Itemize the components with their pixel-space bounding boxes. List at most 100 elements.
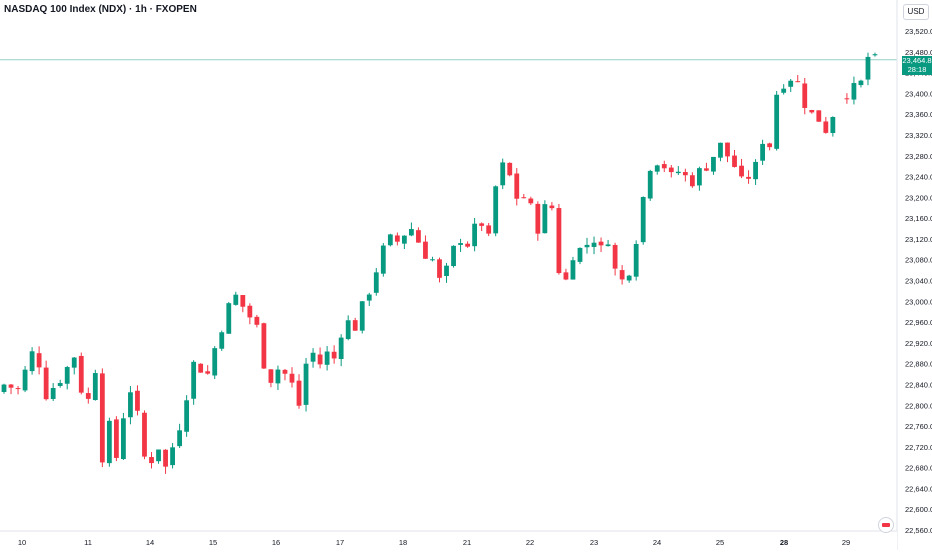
candle [317, 347, 323, 369]
time-tick-label: 15 [209, 538, 217, 547]
candle [809, 109, 815, 114]
price-tick-label: 23,040.0 [905, 277, 932, 286]
candle [430, 256, 435, 262]
candle [444, 262, 449, 283]
candle [549, 202, 555, 211]
candle-body [851, 83, 857, 100]
tradingview-logo-icon[interactable] [878, 517, 894, 533]
candle [394, 232, 400, 246]
candle [205, 365, 211, 375]
candle-body [472, 223, 478, 247]
candle-body [331, 351, 337, 359]
price-axis[interactable]: 23,520.023,480.023,440.023,400.023,360.0… [905, 27, 932, 535]
candle-body [514, 173, 520, 199]
candle-body [128, 392, 133, 418]
candle [746, 170, 751, 184]
candle-body [99, 373, 105, 463]
candle-body [387, 234, 393, 246]
candle-body [92, 373, 98, 401]
bar-countdown: 28:18 [907, 64, 927, 74]
price-tick-label: 22,800.0 [905, 401, 932, 410]
candle-body [64, 367, 70, 384]
candle-body [451, 245, 456, 267]
time-axis[interactable]: 10 11 14 15 16 17 18 21 22 23 24 25 28 29 [18, 538, 850, 547]
candle-body [282, 369, 288, 374]
price-tick-label: 22,880.0 [905, 360, 932, 369]
candle-body [535, 203, 541, 234]
candle [191, 360, 197, 405]
candle [380, 243, 386, 277]
candle-body [858, 80, 864, 86]
price-tick-label: 22,960.0 [905, 318, 932, 327]
price-tick-label: 22,560.0 [905, 526, 932, 535]
candle-body [8, 384, 14, 388]
time-tick-label: 10 [18, 538, 26, 547]
candle [275, 365, 281, 390]
candle [458, 238, 463, 252]
candle-body [549, 205, 555, 209]
candle [711, 156, 716, 175]
candle [198, 363, 204, 373]
symbol-name: NASDAQ 100 Index (NDX) [4, 4, 127, 15]
candle-body [760, 143, 766, 161]
candle [310, 348, 316, 368]
candle-body [823, 121, 829, 133]
candle [345, 315, 351, 341]
price-tick-label: 22,640.0 [905, 484, 932, 493]
exchange: FXOPEN [155, 4, 197, 15]
currency-button[interactable]: USD [903, 4, 929, 20]
candle [289, 367, 295, 388]
candle-body [57, 383, 63, 386]
candle [816, 110, 822, 122]
candle-body [689, 175, 695, 187]
candle-body [1, 384, 7, 393]
candle-body [113, 419, 119, 458]
candle-body [872, 54, 878, 56]
candle [830, 116, 836, 137]
candle-body [739, 165, 744, 177]
time-tick-label: 16 [272, 538, 280, 547]
candle-body [289, 373, 295, 383]
price-tick-label: 23,280.0 [905, 152, 932, 161]
candle-body [493, 186, 499, 234]
candle-body [149, 457, 154, 464]
candle-body [781, 88, 787, 93]
time-tick-label: 21 [463, 538, 471, 547]
candle-body [753, 161, 758, 180]
candle [71, 356, 77, 375]
candle-body [71, 357, 77, 368]
candle [50, 383, 56, 402]
candle [128, 386, 133, 425]
candle [507, 162, 513, 177]
candle-body [844, 98, 850, 100]
candle-body [29, 351, 35, 372]
candle [184, 395, 190, 437]
candle-body [324, 351, 330, 365]
candle [121, 412, 126, 460]
candle-body [401, 235, 407, 244]
candle-body [865, 56, 871, 80]
candle [106, 417, 112, 467]
candle [668, 164, 674, 178]
candle-body [310, 352, 316, 362]
candle-body [507, 162, 513, 176]
candle [647, 169, 653, 201]
last-price-value: 23,464.8 [902, 56, 932, 65]
candle-body [816, 110, 822, 122]
candle [416, 227, 421, 243]
candle-body [268, 369, 274, 383]
candle-body [444, 265, 449, 276]
price-tick-label: 23,160.0 [905, 214, 932, 223]
candle-body [612, 244, 618, 269]
candle-body [352, 320, 358, 331]
candle-body [15, 388, 21, 390]
candle [352, 317, 358, 331]
candle [303, 357, 309, 412]
candle [29, 347, 35, 375]
candle-body [633, 243, 639, 277]
candle [15, 386, 21, 395]
candle-body [605, 244, 611, 247]
candle [57, 379, 63, 388]
